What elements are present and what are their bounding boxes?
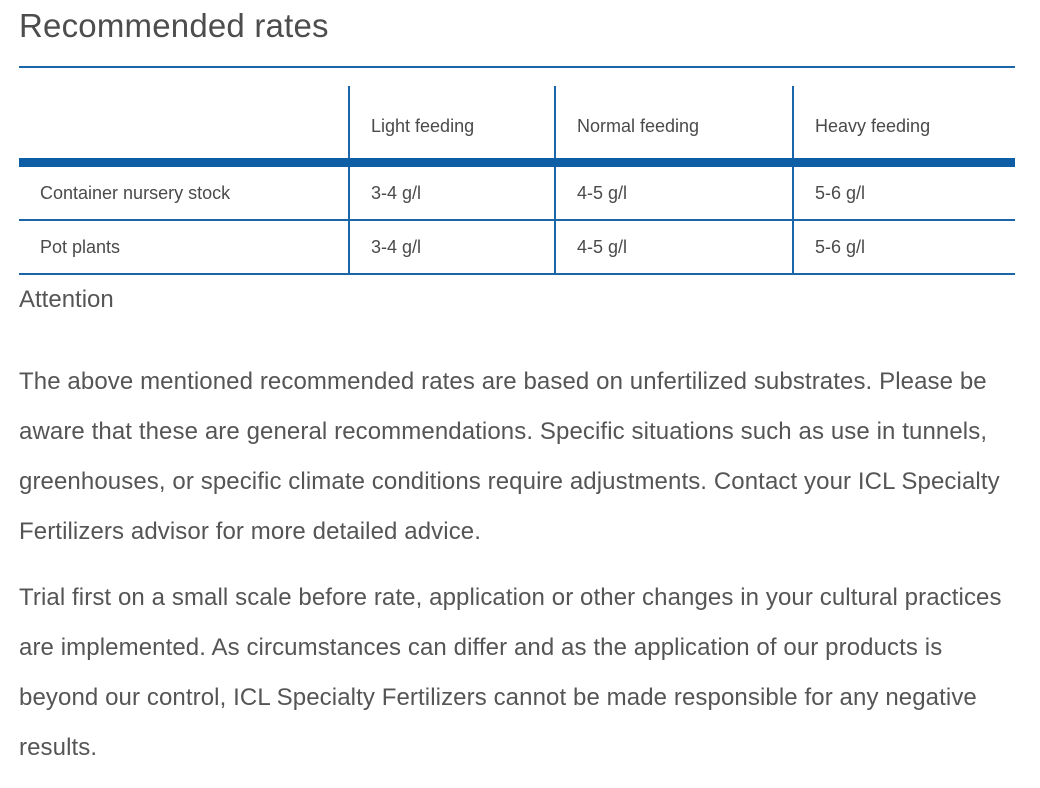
page-title: Recommended rates <box>19 7 329 44</box>
header-cell-normal-feeding: Normal feeding <box>554 86 793 167</box>
row-label-cell: Pot plants <box>19 220 349 275</box>
attention-heading: Attention <box>19 286 114 313</box>
header-cell-heavy-feeding: Heavy feeding <box>792 86 1015 167</box>
table-cell: 4-5 g/l <box>554 220 793 275</box>
table-cell: 5-6 g/l <box>792 162 1015 221</box>
header-cell-blank <box>19 86 349 167</box>
paragraph: The above mentioned recommended rates ar… <box>19 368 1000 545</box>
content-area: Recommended rates Light feeding Normal f… <box>19 0 1015 773</box>
table-cell: 5-6 g/l <box>792 220 1015 275</box>
table-row: Container nursery stock 3-4 g/l 4-5 g/l … <box>19 162 1015 221</box>
rates-table: Light feeding Normal feeding Heavy feedi… <box>19 86 1015 275</box>
header-cell-light-feeding: Light feeding <box>348 86 555 167</box>
row-label-cell: Container nursery stock <box>19 162 349 221</box>
table-cell: 4-5 g/l <box>554 162 793 221</box>
paragraph: Trial first on a small scale before rate… <box>19 584 1002 761</box>
table-cell: 3-4 g/l <box>348 162 555 221</box>
table-header-row: Light feeding Normal feeding Heavy feedi… <box>19 86 1015 167</box>
attention-body: The above mentioned recommended rates ar… <box>19 357 1015 773</box>
table-cell: 3-4 g/l <box>348 220 555 275</box>
table-row: Pot plants 3-4 g/l 4-5 g/l 5-6 g/l <box>19 220 1015 275</box>
title-divider <box>19 66 1015 68</box>
